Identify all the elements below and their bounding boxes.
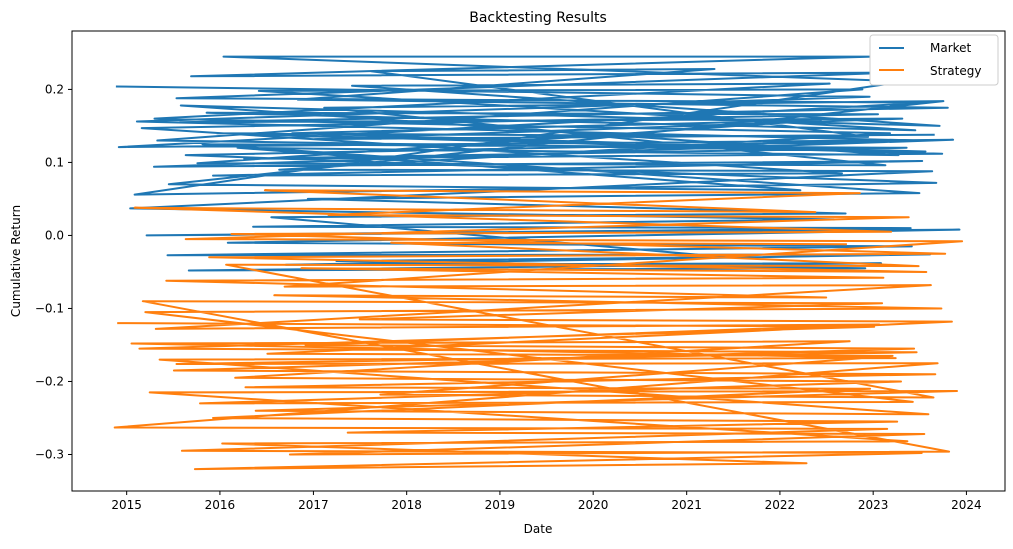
y-axis: −0.3 −0.2 −0.1 0.0 0.1 0.2 [35, 82, 72, 461]
x-tick-label: 2023 [858, 498, 889, 512]
y-tick-label: 0.2 [45, 82, 64, 96]
legend-market-label: Market [930, 41, 972, 55]
x-tick-label: 2020 [578, 498, 609, 512]
legend-strategy-label: Strategy [930, 64, 981, 78]
x-tick-label: 2017 [298, 498, 329, 512]
x-tick-label: 2019 [485, 498, 516, 512]
plot-area-frame [71, 30, 1006, 492]
x-tick-label: 2021 [671, 498, 702, 512]
y-tick-label: −0.1 [35, 301, 64, 315]
series-line-market [115, 55, 961, 272]
x-axis-label: Date [524, 522, 553, 536]
x-tick-label: 2018 [391, 498, 422, 512]
series-layer [113, 55, 964, 471]
x-tick-label: 2022 [765, 498, 796, 512]
chart-title: Backtesting Results [469, 10, 607, 26]
y-tick-label: 0.0 [45, 228, 64, 242]
series-line-strategy [113, 189, 964, 471]
x-axis: 2015 2016 2017 2018 2019 2020 2021 2022 2023 2024 [111, 491, 982, 512]
x-tick-label: 2016 [205, 498, 236, 512]
y-tick-label: 0.1 [45, 155, 64, 169]
y-axis-label: Cumulative Return [9, 205, 23, 317]
x-tick-label: 2024 [951, 498, 982, 512]
y-tick-label: −0.3 [35, 447, 64, 461]
y-tick-label: −0.2 [35, 374, 64, 388]
legend: Market Strategy [869, 34, 999, 86]
x-tick-label: 2015 [111, 498, 142, 512]
